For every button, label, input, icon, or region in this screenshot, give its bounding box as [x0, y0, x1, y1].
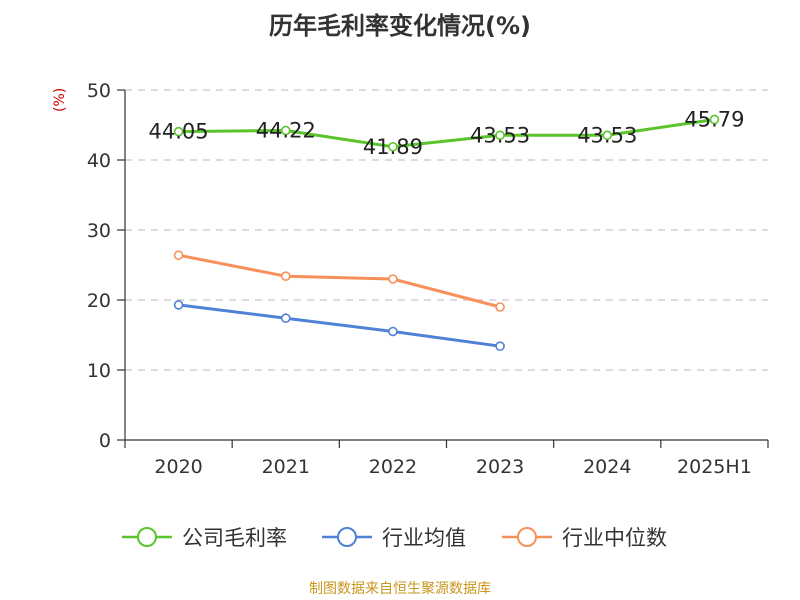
axes: 0 10 20 30 40 50 2020 2021 2022 2023 2024 2025H1: [87, 80, 769, 478]
data-label: 41.89: [363, 135, 423, 159]
data-point: [280, 271, 291, 282]
x-tick-label: 2024: [583, 456, 631, 478]
source-note: 制图数据来自恒生聚源数据库: [309, 581, 491, 597]
y-tick-label: 20: [87, 290, 111, 312]
x-tick-label: 2020: [154, 456, 202, 478]
data-point: [173, 300, 184, 310]
series-line: [178, 253, 501, 309]
data-point: [173, 250, 184, 260]
data-point: [709, 114, 720, 125]
legend-marker: [337, 527, 357, 547]
legend-label: 行业均值: [382, 526, 466, 550]
legend-marker: [517, 527, 537, 547]
data-label: 44.05: [149, 120, 209, 144]
data-label: 44.22: [256, 118, 316, 142]
data-label: 43.53: [470, 123, 530, 147]
data-point: [388, 274, 398, 284]
x-tick-label: 2021: [262, 456, 310, 478]
y-tick-label: 50: [87, 80, 111, 102]
x-tick-label: 2025H1: [677, 456, 752, 478]
data-point: [495, 130, 505, 141]
data-point: [280, 125, 291, 136]
chart-title: 历年毛利率变化情况(%): [269, 12, 531, 40]
legend-marker: [137, 527, 157, 547]
data-label: 43.53: [577, 123, 637, 147]
y-tick-label: 30: [87, 220, 111, 242]
x-tick-label: 2023: [476, 456, 524, 478]
data-point: [280, 313, 291, 324]
data-labels: 44.05 44.22 41.89 43.53 43.53 45.79: [149, 107, 745, 158]
data-point: [495, 302, 505, 312]
data-point: [388, 326, 398, 337]
grid-lines: [125, 89, 768, 371]
data-point: [602, 130, 613, 141]
data-label: 45.79: [684, 107, 744, 131]
legend-label: 公司毛利率: [182, 526, 287, 550]
series-line: [178, 303, 501, 348]
legend: 公司毛利率 行业均值 行业中位数: [122, 526, 667, 550]
data-point: [388, 141, 398, 152]
series-lines: [173, 114, 720, 352]
y-tick-label: 40: [87, 150, 111, 172]
data-point: [495, 341, 505, 352]
data-point: [173, 126, 184, 137]
x-tick-label: 2022: [369, 456, 417, 478]
legend-label: 行业中位数: [562, 526, 667, 550]
y-tick-label: 0: [99, 430, 111, 452]
y-tick-label: 10: [87, 360, 111, 382]
series-line: [178, 117, 715, 149]
